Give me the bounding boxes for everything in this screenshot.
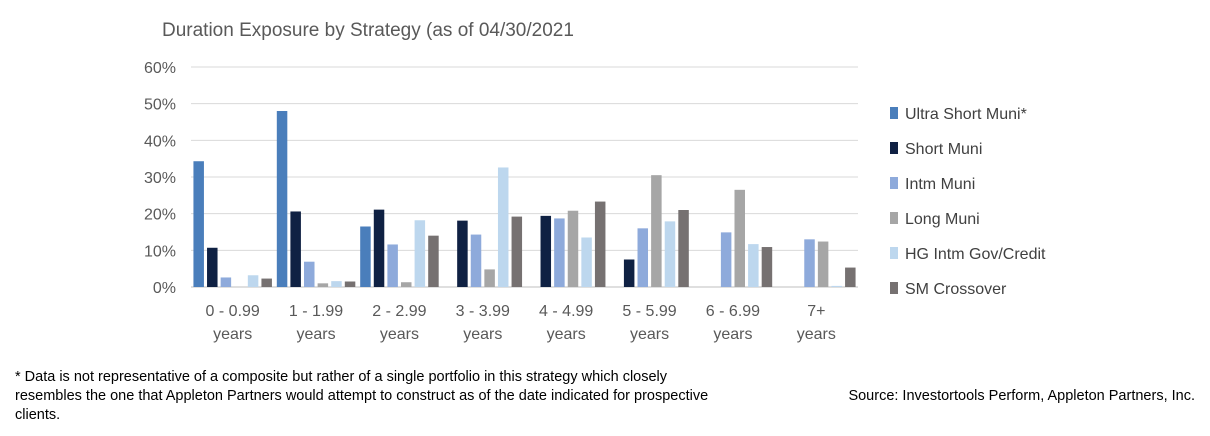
bars: [193, 111, 856, 287]
y-tick-label: 40%: [144, 133, 176, 150]
x-category-label: years: [797, 326, 836, 343]
x-category-label: years: [463, 326, 502, 343]
bar: [637, 228, 649, 287]
x-category-label: years: [630, 326, 669, 343]
x-category-label: 1 - 1.99: [289, 303, 343, 320]
bar: [193, 161, 204, 287]
bar: [373, 209, 385, 287]
bar: [207, 247, 218, 287]
x-category-label: years: [547, 326, 586, 343]
y-tick-label: 20%: [144, 207, 176, 224]
y-tick-label: 50%: [144, 97, 176, 114]
x-category-label: 6 - 6.99: [706, 303, 760, 320]
bar: [457, 220, 468, 287]
y-axis-ticks: 0% 10% 20% 30% 40% 50% 60%: [144, 60, 176, 297]
y-tick-label: 60%: [144, 60, 176, 77]
x-category-label: 5 - 5.99: [622, 303, 676, 320]
x-axis-categories: 0 - 0.99 years 1 - 1.99 years 2 - 2.99 years 3…: [206, 303, 836, 343]
legend-label: HG Intm Gov/Credit: [905, 246, 1046, 263]
x-category-label: 2 - 2.99: [372, 303, 426, 320]
bar: [817, 241, 829, 287]
x-category-label: years: [713, 326, 752, 343]
legend-swatch: [890, 282, 898, 294]
bar: [276, 111, 288, 287]
bar: [304, 261, 315, 287]
x-category-label: 4 - 4.99: [539, 303, 593, 320]
y-tick-label: 30%: [144, 170, 176, 187]
y-tick-label: 0%: [153, 280, 176, 297]
bar: [387, 244, 398, 287]
bar: [623, 259, 635, 287]
legend-label: Intm Muni: [905, 176, 975, 193]
bar: [720, 232, 732, 287]
bar: [734, 189, 745, 287]
x-category-label: years: [297, 326, 336, 343]
bar: [804, 239, 815, 287]
bar: [678, 210, 689, 287]
x-category-label: 7+: [807, 303, 825, 320]
legend-swatch: [890, 142, 898, 154]
bar: [414, 220, 426, 287]
legend-swatch: [890, 212, 898, 224]
legend-label: Ultra Short Muni*: [905, 106, 1027, 123]
x-category-label: years: [380, 326, 419, 343]
chart-title: Duration Exposure by Strategy (as of 04/…: [162, 20, 574, 41]
bar: [540, 215, 552, 287]
y-tick-label: 10%: [144, 243, 176, 260]
legend-swatch: [890, 107, 898, 119]
bar: [290, 211, 301, 287]
x-category-label: years: [213, 326, 252, 343]
legend-swatch: [890, 247, 898, 259]
gridlines: [191, 66, 858, 288]
legend-label: Short Muni: [905, 141, 982, 158]
bar: [484, 269, 495, 287]
bar: [220, 277, 232, 287]
legend: Ultra Short Muni* Short Muni Intm Muni Long…: [890, 106, 1046, 298]
legend-label: SM Crossover: [905, 281, 1007, 298]
x-category-label: 3 - 3.99: [456, 303, 510, 320]
duration-exposure-chart: Duration Exposure by Strategy (as of 04/…: [144, 20, 1046, 343]
footnote: * Data is not representative of a compos…: [15, 369, 709, 423]
bar: [748, 244, 759, 287]
bar: [317, 283, 329, 287]
bar: [470, 234, 482, 287]
bar: [497, 167, 509, 287]
bar: [400, 282, 412, 287]
bar: [651, 175, 662, 287]
bar: [331, 281, 342, 287]
bar: [344, 281, 356, 287]
bar: [761, 247, 773, 287]
bar: [247, 275, 259, 287]
bar: [360, 226, 371, 287]
x-category-label: 0 - 0.99: [206, 303, 260, 320]
bar: [594, 201, 606, 287]
legend-swatch: [890, 177, 898, 189]
bar: [831, 285, 842, 287]
bar: [567, 210, 579, 287]
source-note: Source: Investortools Perform, Appleton …: [848, 388, 1195, 404]
bar: [664, 221, 676, 287]
bar: [428, 235, 439, 287]
legend-label: Long Muni: [905, 211, 980, 228]
bar: [511, 216, 523, 287]
bar: [845, 267, 856, 287]
bar: [261, 278, 272, 287]
bar: [581, 237, 592, 287]
bar: [554, 218, 565, 287]
